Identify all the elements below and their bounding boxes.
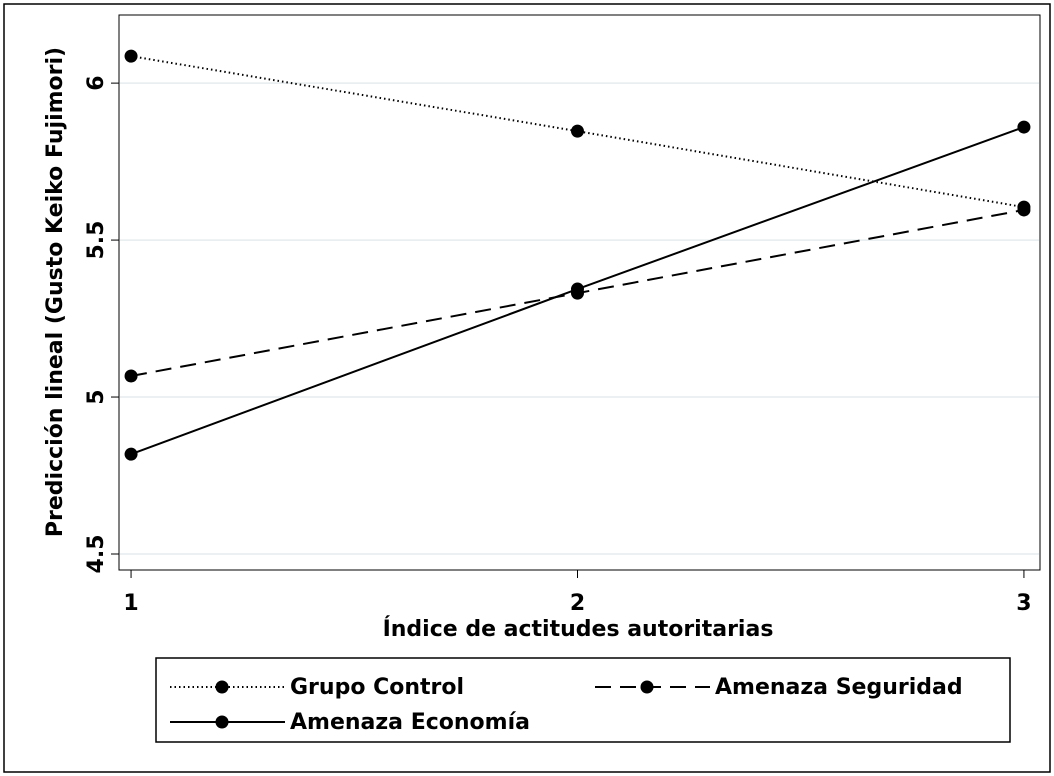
y-tick-label: 4.5 bbox=[84, 534, 109, 573]
point bbox=[124, 447, 138, 461]
point bbox=[570, 282, 584, 296]
x-axis-label: Índice de actitudes autoritarias bbox=[383, 616, 774, 642]
x-tick-label: 1 bbox=[123, 591, 138, 616]
point bbox=[124, 369, 138, 383]
legend-marker bbox=[215, 680, 229, 694]
point bbox=[1017, 120, 1031, 134]
legend-marker bbox=[215, 715, 229, 729]
legend-label: Amenaza Seguridad bbox=[715, 675, 963, 700]
y-tick-label: 6 bbox=[84, 75, 109, 90]
y-tick-label: 5 bbox=[84, 389, 109, 404]
y-axis-label: Predicción lineal (Gusto Keiko Fujimori) bbox=[43, 47, 68, 537]
point bbox=[124, 49, 138, 63]
point bbox=[570, 124, 584, 138]
x-tick-label: 3 bbox=[1016, 591, 1031, 616]
y-tick-label: 5.5 bbox=[84, 221, 109, 260]
legend-box bbox=[155, 657, 1011, 743]
legend-marker bbox=[640, 680, 654, 694]
legend-label: Grupo Control bbox=[290, 675, 464, 700]
point bbox=[1017, 203, 1031, 217]
x-tick-label: 2 bbox=[570, 591, 585, 616]
legend-label: Amenaza Economía bbox=[290, 710, 530, 735]
